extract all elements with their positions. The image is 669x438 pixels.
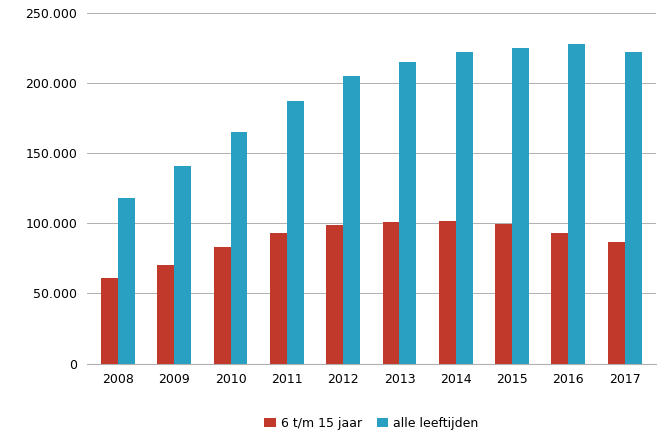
Bar — [326, 225, 343, 364]
Bar — [383, 222, 399, 364]
Bar — [157, 265, 174, 364]
Bar — [270, 233, 287, 364]
Bar — [287, 102, 304, 364]
Bar — [607, 242, 625, 364]
Bar — [456, 53, 472, 364]
Bar — [399, 62, 416, 364]
Bar — [118, 198, 135, 364]
Legend: 6 t/m 15 jaar, alle leeftijden: 6 t/m 15 jaar, alle leeftijden — [260, 412, 483, 435]
Bar — [569, 44, 585, 364]
Bar — [101, 278, 118, 364]
Bar — [495, 224, 512, 364]
Bar — [174, 166, 191, 364]
Bar — [551, 233, 569, 364]
Bar — [213, 247, 231, 364]
Bar — [512, 48, 529, 364]
Bar — [343, 76, 360, 364]
Bar — [231, 132, 248, 364]
Bar — [439, 221, 456, 364]
Bar — [625, 53, 642, 364]
